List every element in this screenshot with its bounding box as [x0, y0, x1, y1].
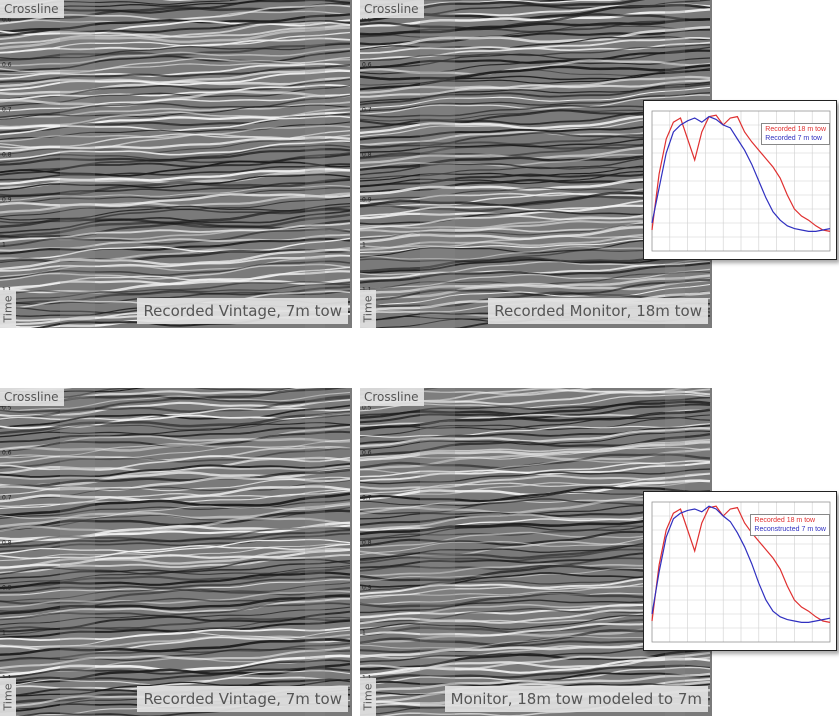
crossline-label: Crossline [360, 0, 424, 18]
time-tick-label: 0.7 [362, 107, 372, 114]
panel-caption: Monitor, 18m tow modeled to 7m [445, 686, 708, 712]
time-tick-label: 0.9 [362, 197, 372, 204]
time-label: Time [0, 290, 16, 328]
time-tick-label: 1 [2, 242, 6, 249]
time-tick-label: 0.8 [362, 540, 372, 547]
time-tick-label: 0.7 [2, 107, 12, 114]
time-tick-label: 0.6 [362, 450, 372, 457]
time-tick-label: 0.8 [2, 540, 12, 547]
legend-entry-red: Recorded 18 m tow [765, 125, 826, 134]
disturbed-zone [60, 388, 95, 716]
legend-entry-red: Recorded 18 m tow [754, 516, 826, 525]
time-tick-label: 0.6 [362, 62, 372, 69]
time-label: Time [0, 678, 16, 716]
time-tick-label: 0.9 [2, 585, 12, 592]
panel-caption: Recorded Monitor, 18m tow [488, 298, 708, 324]
time-tick-label: 0.8 [362, 152, 372, 159]
time-axis-ticks: 0.50.60.70.80.911.1 [360, 0, 380, 328]
time-tick-label: 0.6 [2, 62, 12, 69]
time-tick-label: 0.6 [2, 450, 12, 457]
chart-legend: Recorded 18 m tow Reconstructed 7 m tow [750, 514, 830, 536]
disturbed-zone [305, 0, 325, 328]
time-axis-ticks: 0.60.60.70.80.911.1 [0, 0, 20, 328]
disturbed-zone [60, 0, 95, 328]
panel-caption: Recorded Vintage, 7m tow [137, 686, 348, 712]
disturbed-zone [305, 388, 325, 716]
time-tick-label: 0.7 [362, 495, 372, 502]
time-label: Time [360, 290, 376, 328]
seismic-section [0, 388, 352, 716]
disturbed-zone [420, 388, 455, 716]
time-axis-ticks: 0.50.60.70.80.911.1 [0, 388, 20, 716]
time-axis-ticks: 0.50.60.70.80.911.1 [360, 388, 380, 716]
time-tick-label: 1 [2, 630, 6, 637]
time-tick-label: 0.8 [2, 152, 12, 159]
time-tick-label: 1 [362, 242, 366, 249]
time-tick-label: 0.9 [362, 585, 372, 592]
time-tick-label: 0.9 [2, 197, 12, 204]
time-label: Time [360, 678, 376, 716]
spectrum-chart-bottom: Recorded 18 m tow Reconstructed 7 m tow [643, 491, 837, 651]
crossline-label: Crossline [360, 388, 424, 406]
panel-caption: Recorded Vintage, 7m tow [137, 298, 348, 324]
crossline-label: Crossline [0, 0, 64, 18]
chart-legend: Recorded 18 m tow Recorded 7 m tow [761, 123, 830, 145]
time-tick-label: 0.7 [2, 495, 12, 502]
crossline-label: Crossline [0, 388, 64, 406]
disturbed-zone [420, 0, 455, 328]
legend-entry-blue: Reconstructed 7 m tow [754, 525, 826, 534]
time-tick-label: 1 [362, 630, 366, 637]
legend-entry-blue: Recorded 7 m tow [765, 134, 826, 143]
seismic-panel-top-left: 0.60.60.70.80.911.1 Crossline Time Recor… [0, 0, 352, 328]
seismic-panel-bottom-left: 0.50.60.70.80.911.1 Crossline Time Recor… [0, 388, 352, 716]
seismic-section [0, 0, 352, 328]
spectrum-chart-top: Recorded 18 m tow Recorded 7 m tow [643, 100, 837, 260]
